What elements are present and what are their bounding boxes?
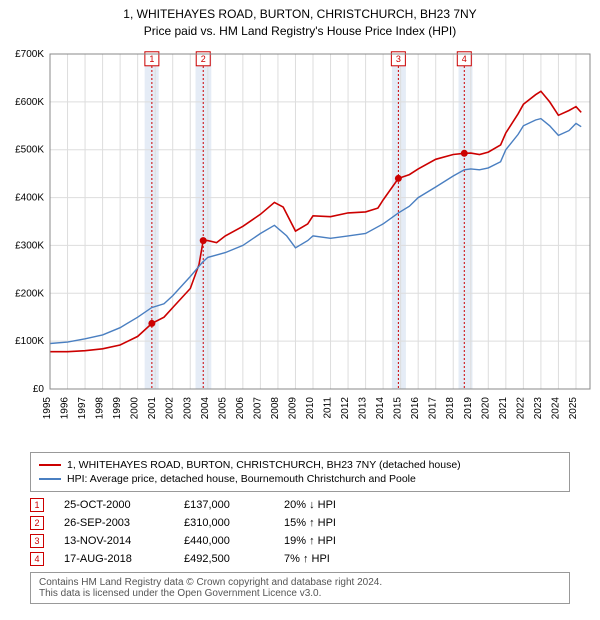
svg-text:2013: 2013 (358, 396, 369, 419)
svg-text:1999: 1999 (112, 396, 123, 419)
sale-diff: 19% ↑ HPI (284, 535, 374, 547)
svg-text:2011: 2011 (323, 396, 334, 418)
svg-text:1997: 1997 (77, 396, 88, 419)
footer-line-2: This data is licensed under the Open Gov… (39, 588, 561, 599)
svg-text:2018: 2018 (445, 396, 456, 419)
svg-text:£500K: £500K (15, 144, 44, 155)
sales-row: 3 13-NOV-2014 £440,000 19% ↑ HPI (30, 534, 570, 548)
sales-row: 2 26-SEP-2003 £310,000 15% ↑ HPI (30, 516, 570, 530)
sale-date: 26-SEP-2003 (64, 517, 164, 529)
legend-swatch (39, 464, 61, 466)
svg-text:2017: 2017 (428, 396, 439, 419)
svg-text:2009: 2009 (287, 396, 298, 419)
sale-marker: 1 (30, 498, 44, 512)
chart: £0 £100K £200K £300K £400K £500K £600K £700K 199… (0, 44, 600, 444)
legend-item: 1, WHITEHAYES ROAD, BURTON, CHRISTCHURCH… (39, 459, 561, 471)
svg-text:2025: 2025 (568, 396, 579, 419)
svg-text:2000: 2000 (130, 396, 141, 419)
footer-line-1: Contains HM Land Registry data © Crown c… (39, 577, 561, 588)
sales-row: 1 25-OCT-2000 £137,000 20% ↓ HPI (30, 498, 570, 512)
sales-row: 4 17-AUG-2018 £492,500 7% ↑ HPI (30, 552, 570, 566)
svg-text:2: 2 (201, 54, 206, 64)
title-line-2: Price paid vs. HM Land Registry's House … (0, 23, 600, 40)
svg-text:3: 3 (396, 54, 401, 64)
sale-price: £440,000 (184, 535, 264, 547)
sale-date: 13-NOV-2014 (64, 535, 164, 547)
sales-table: 1 25-OCT-2000 £137,000 20% ↓ HPI 2 26-SEP-200… (30, 498, 570, 566)
svg-text:2005: 2005 (217, 396, 228, 419)
sale-diff: 20% ↓ HPI (284, 499, 374, 511)
svg-text:1: 1 (149, 54, 154, 64)
svg-text:2010: 2010 (305, 396, 316, 419)
svg-text:1996: 1996 (60, 396, 71, 419)
sale-marker: 2 (30, 516, 44, 530)
svg-text:£600K: £600K (15, 96, 44, 107)
svg-text:2016: 2016 (410, 396, 421, 419)
sale-diff: 7% ↑ HPI (284, 553, 374, 565)
footer: Contains HM Land Registry data © Crown c… (30, 572, 570, 604)
svg-text:1998: 1998 (95, 396, 106, 419)
legend: 1, WHITEHAYES ROAD, BURTON, CHRISTCHURCH… (30, 452, 570, 492)
svg-text:2008: 2008 (270, 396, 281, 419)
svg-text:2024: 2024 (550, 396, 561, 419)
svg-text:2002: 2002 (165, 396, 176, 419)
figure-container: 1, WHITEHAYES ROAD, BURTON, CHRISTCHURCH… (0, 0, 600, 604)
sale-diff: 15% ↑ HPI (284, 517, 374, 529)
svg-text:2007: 2007 (252, 396, 263, 419)
svg-text:2019: 2019 (463, 396, 474, 419)
title-block: 1, WHITEHAYES ROAD, BURTON, CHRISTCHURCH… (0, 0, 600, 44)
chart-svg: £0 £100K £200K £300K £400K £500K £600K £700K 199… (0, 44, 600, 444)
sale-marker: 4 (30, 552, 44, 566)
sale-price: £310,000 (184, 517, 264, 529)
legend-label: 1, WHITEHAYES ROAD, BURTON, CHRISTCHURCH… (67, 459, 461, 471)
legend-label: HPI: Average price, detached house, Bour… (67, 473, 416, 485)
sale-price: £137,000 (184, 499, 264, 511)
sale-price: £492,500 (184, 553, 264, 565)
svg-text:£200K: £200K (15, 288, 44, 299)
svg-text:2015: 2015 (393, 396, 404, 419)
svg-text:1995: 1995 (42, 396, 53, 419)
svg-text:2003: 2003 (182, 396, 193, 419)
svg-text:2004: 2004 (200, 396, 211, 419)
svg-text:£700K: £700K (15, 49, 44, 60)
svg-text:2022: 2022 (515, 396, 526, 419)
legend-swatch (39, 478, 61, 480)
svg-text:4: 4 (462, 54, 467, 64)
svg-text:£400K: £400K (15, 192, 44, 203)
title-line-1: 1, WHITEHAYES ROAD, BURTON, CHRISTCHURCH… (0, 6, 600, 23)
sale-date: 17-AUG-2018 (64, 553, 164, 565)
svg-text:2014: 2014 (375, 396, 386, 419)
svg-text:2006: 2006 (235, 396, 246, 419)
legend-item: HPI: Average price, detached house, Bour… (39, 473, 561, 485)
svg-text:£300K: £300K (15, 240, 44, 251)
svg-text:2020: 2020 (480, 396, 491, 419)
sale-date: 25-OCT-2000 (64, 499, 164, 511)
svg-text:£0: £0 (33, 384, 45, 395)
svg-text:2001: 2001 (147, 396, 158, 419)
sale-marker: 3 (30, 534, 44, 548)
svg-text:2021: 2021 (498, 396, 509, 419)
svg-text:2023: 2023 (533, 396, 544, 419)
svg-text:2012: 2012 (340, 396, 351, 419)
svg-text:£100K: £100K (15, 336, 44, 347)
